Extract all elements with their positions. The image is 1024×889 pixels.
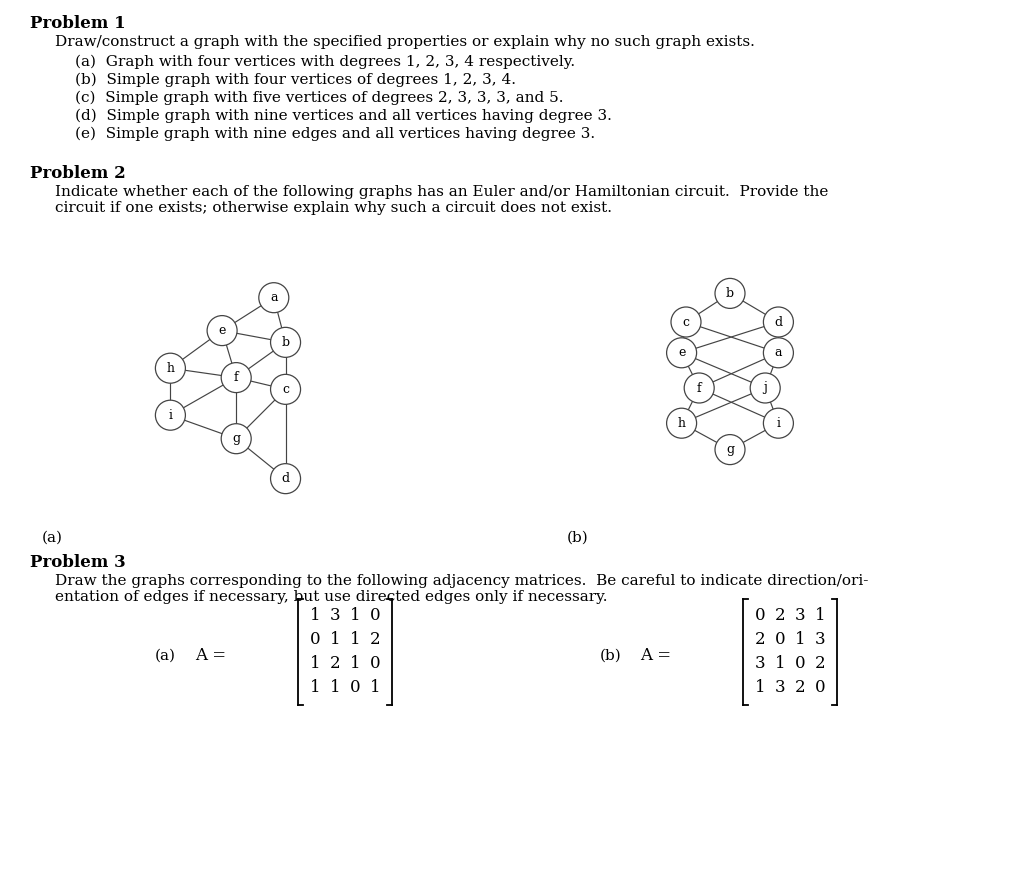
- Text: h: h: [678, 417, 686, 429]
- Text: entation of edges if necessary, but use directed edges only if necessary.: entation of edges if necessary, but use …: [55, 590, 607, 604]
- Text: e: e: [218, 324, 225, 337]
- Circle shape: [715, 435, 745, 465]
- Text: (a)  Graph with four vertices with degrees 1, 2, 3, 4 respectively.: (a) Graph with four vertices with degree…: [75, 54, 575, 69]
- Text: 0: 0: [775, 631, 785, 648]
- Circle shape: [671, 307, 701, 337]
- Text: Problem 2: Problem 2: [30, 165, 126, 182]
- Text: 1: 1: [775, 655, 785, 672]
- Text: c: c: [282, 383, 289, 396]
- Text: Indicate whether each of the following graphs has an Euler and/or Hamiltonian ci: Indicate whether each of the following g…: [55, 185, 828, 199]
- Text: 1: 1: [349, 607, 360, 624]
- Text: i: i: [168, 409, 172, 421]
- Text: 0: 0: [370, 607, 380, 624]
- Text: 0: 0: [309, 631, 321, 648]
- Text: (b): (b): [567, 531, 589, 545]
- Circle shape: [270, 374, 301, 404]
- Text: 1: 1: [370, 679, 380, 696]
- Circle shape: [751, 373, 780, 403]
- Text: 0: 0: [815, 679, 825, 696]
- Text: f: f: [697, 381, 701, 395]
- Circle shape: [156, 400, 185, 430]
- Circle shape: [270, 464, 301, 493]
- Circle shape: [221, 363, 251, 393]
- Text: 1: 1: [795, 631, 805, 648]
- Text: 2: 2: [795, 679, 805, 696]
- Circle shape: [667, 408, 696, 438]
- Circle shape: [764, 307, 794, 337]
- Text: 3: 3: [755, 655, 765, 672]
- Circle shape: [259, 283, 289, 313]
- Circle shape: [715, 278, 745, 308]
- Text: 3: 3: [815, 631, 825, 648]
- Circle shape: [667, 338, 696, 368]
- Circle shape: [684, 373, 714, 403]
- Text: (a): (a): [155, 649, 176, 663]
- Text: a: a: [774, 347, 782, 359]
- Text: e: e: [678, 347, 685, 359]
- Text: (c)  Simple graph with five vertices of degrees 2, 3, 3, 3, and 5.: (c) Simple graph with five vertices of d…: [75, 91, 563, 105]
- Text: 1: 1: [309, 607, 321, 624]
- Text: d: d: [774, 316, 782, 329]
- Text: 2: 2: [370, 631, 380, 648]
- Text: 2: 2: [775, 607, 785, 624]
- Text: Problem 3: Problem 3: [30, 554, 126, 571]
- Circle shape: [207, 316, 238, 346]
- Text: 0: 0: [795, 655, 805, 672]
- Text: 1: 1: [330, 631, 340, 648]
- Text: 2: 2: [330, 655, 340, 672]
- Text: 3: 3: [795, 607, 805, 624]
- Text: 1: 1: [755, 679, 765, 696]
- Text: 1: 1: [815, 607, 825, 624]
- Text: Draw/construct a graph with the specified properties or explain why no such grap: Draw/construct a graph with the specifie…: [55, 35, 755, 49]
- Text: 2: 2: [755, 631, 765, 648]
- Text: circuit if one exists; otherwise explain why such a circuit does not exist.: circuit if one exists; otherwise explain…: [55, 201, 612, 215]
- Text: Problem 1: Problem 1: [30, 15, 126, 32]
- Text: c: c: [683, 316, 689, 329]
- Text: b: b: [282, 336, 290, 348]
- Text: 1: 1: [330, 679, 340, 696]
- Text: 1: 1: [309, 679, 321, 696]
- Text: A =: A =: [640, 647, 671, 664]
- Text: 2: 2: [815, 655, 825, 672]
- Circle shape: [221, 424, 251, 453]
- Text: (e)  Simple graph with nine edges and all vertices having degree 3.: (e) Simple graph with nine edges and all…: [75, 126, 595, 141]
- Text: i: i: [776, 417, 780, 429]
- Text: 3: 3: [330, 607, 340, 624]
- Text: 1: 1: [349, 631, 360, 648]
- Text: g: g: [726, 443, 734, 456]
- Circle shape: [156, 353, 185, 383]
- Text: h: h: [166, 362, 174, 374]
- Text: g: g: [232, 432, 241, 445]
- Text: 1: 1: [309, 655, 321, 672]
- Text: 3: 3: [775, 679, 785, 696]
- Text: f: f: [233, 371, 239, 384]
- Text: a: a: [270, 292, 278, 304]
- Text: (d)  Simple graph with nine vertices and all vertices having degree 3.: (d) Simple graph with nine vertices and …: [75, 108, 612, 123]
- Text: 0: 0: [755, 607, 765, 624]
- Text: (a): (a): [42, 531, 63, 545]
- Text: d: d: [282, 472, 290, 485]
- Text: A =: A =: [195, 647, 226, 664]
- Text: b: b: [726, 287, 734, 300]
- Text: 0: 0: [370, 655, 380, 672]
- Circle shape: [764, 338, 794, 368]
- Text: (b): (b): [600, 649, 622, 663]
- Text: (b)  Simple graph with four vertices of degrees 1, 2, 3, 4.: (b) Simple graph with four vertices of d…: [75, 73, 516, 87]
- Text: 0: 0: [349, 679, 360, 696]
- Text: 1: 1: [349, 655, 360, 672]
- Text: j: j: [763, 381, 767, 395]
- Circle shape: [270, 327, 301, 357]
- Text: Draw the graphs corresponding to the following adjacency matrices.  Be careful t: Draw the graphs corresponding to the fol…: [55, 574, 868, 588]
- Circle shape: [764, 408, 794, 438]
